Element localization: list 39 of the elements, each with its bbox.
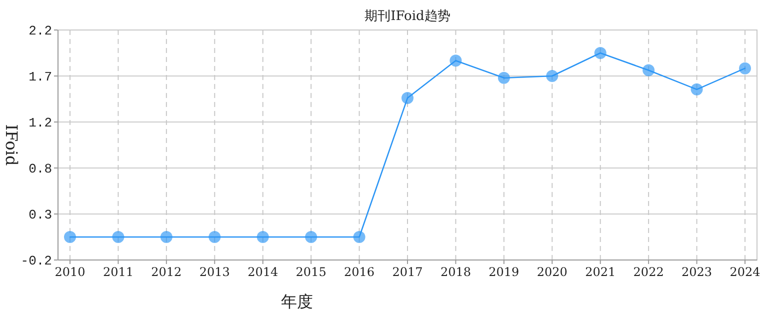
x-tick-label: 2017: [392, 265, 423, 279]
x-tick-label: 2021: [585, 265, 616, 279]
y-axis-title: IFoid: [2, 124, 21, 166]
y-tick-label: 0.8: [28, 162, 52, 176]
x-tick-label: 2011: [102, 265, 134, 279]
point: [208, 231, 221, 243]
y-tick-label: -0.2: [20, 254, 52, 268]
x-tick-label: 2023: [682, 265, 712, 279]
point: [160, 231, 172, 243]
x-axis-title: 年度: [281, 292, 313, 311]
x-tick-label: 2012: [151, 265, 182, 279]
x-tick-label: 2016: [344, 265, 375, 279]
y-tick-label: 0.3: [28, 208, 52, 222]
x-tick-label: 2019: [488, 265, 520, 279]
y-tick-label: 1.2: [28, 116, 52, 130]
point: [690, 83, 703, 96]
y-tick-label: 2.2: [28, 24, 52, 38]
x-tick-label: 2020: [536, 265, 568, 279]
point: [64, 231, 76, 243]
chart-title: 期刊IFoid趋势: [364, 9, 450, 24]
x-tick-label: 2014: [248, 265, 278, 279]
x-tick-label: 2024: [730, 265, 761, 279]
point: [739, 62, 751, 74]
point: [546, 70, 558, 82]
point: [353, 231, 366, 243]
point: [498, 72, 510, 84]
point: [450, 54, 462, 67]
point: [305, 231, 318, 243]
y-tick-label: 1.7: [28, 70, 52, 84]
point: [402, 92, 414, 104]
x-tick-label: 2015: [296, 265, 326, 279]
x-tick-label: 2010: [54, 265, 86, 279]
point: [256, 231, 269, 243]
x-tick-label: 2018: [440, 265, 471, 279]
x-tick-label: 2013: [199, 265, 230, 279]
point: [642, 64, 655, 76]
point: [112, 231, 124, 243]
point: [594, 47, 606, 59]
x-tick-label: 2022: [633, 265, 664, 279]
